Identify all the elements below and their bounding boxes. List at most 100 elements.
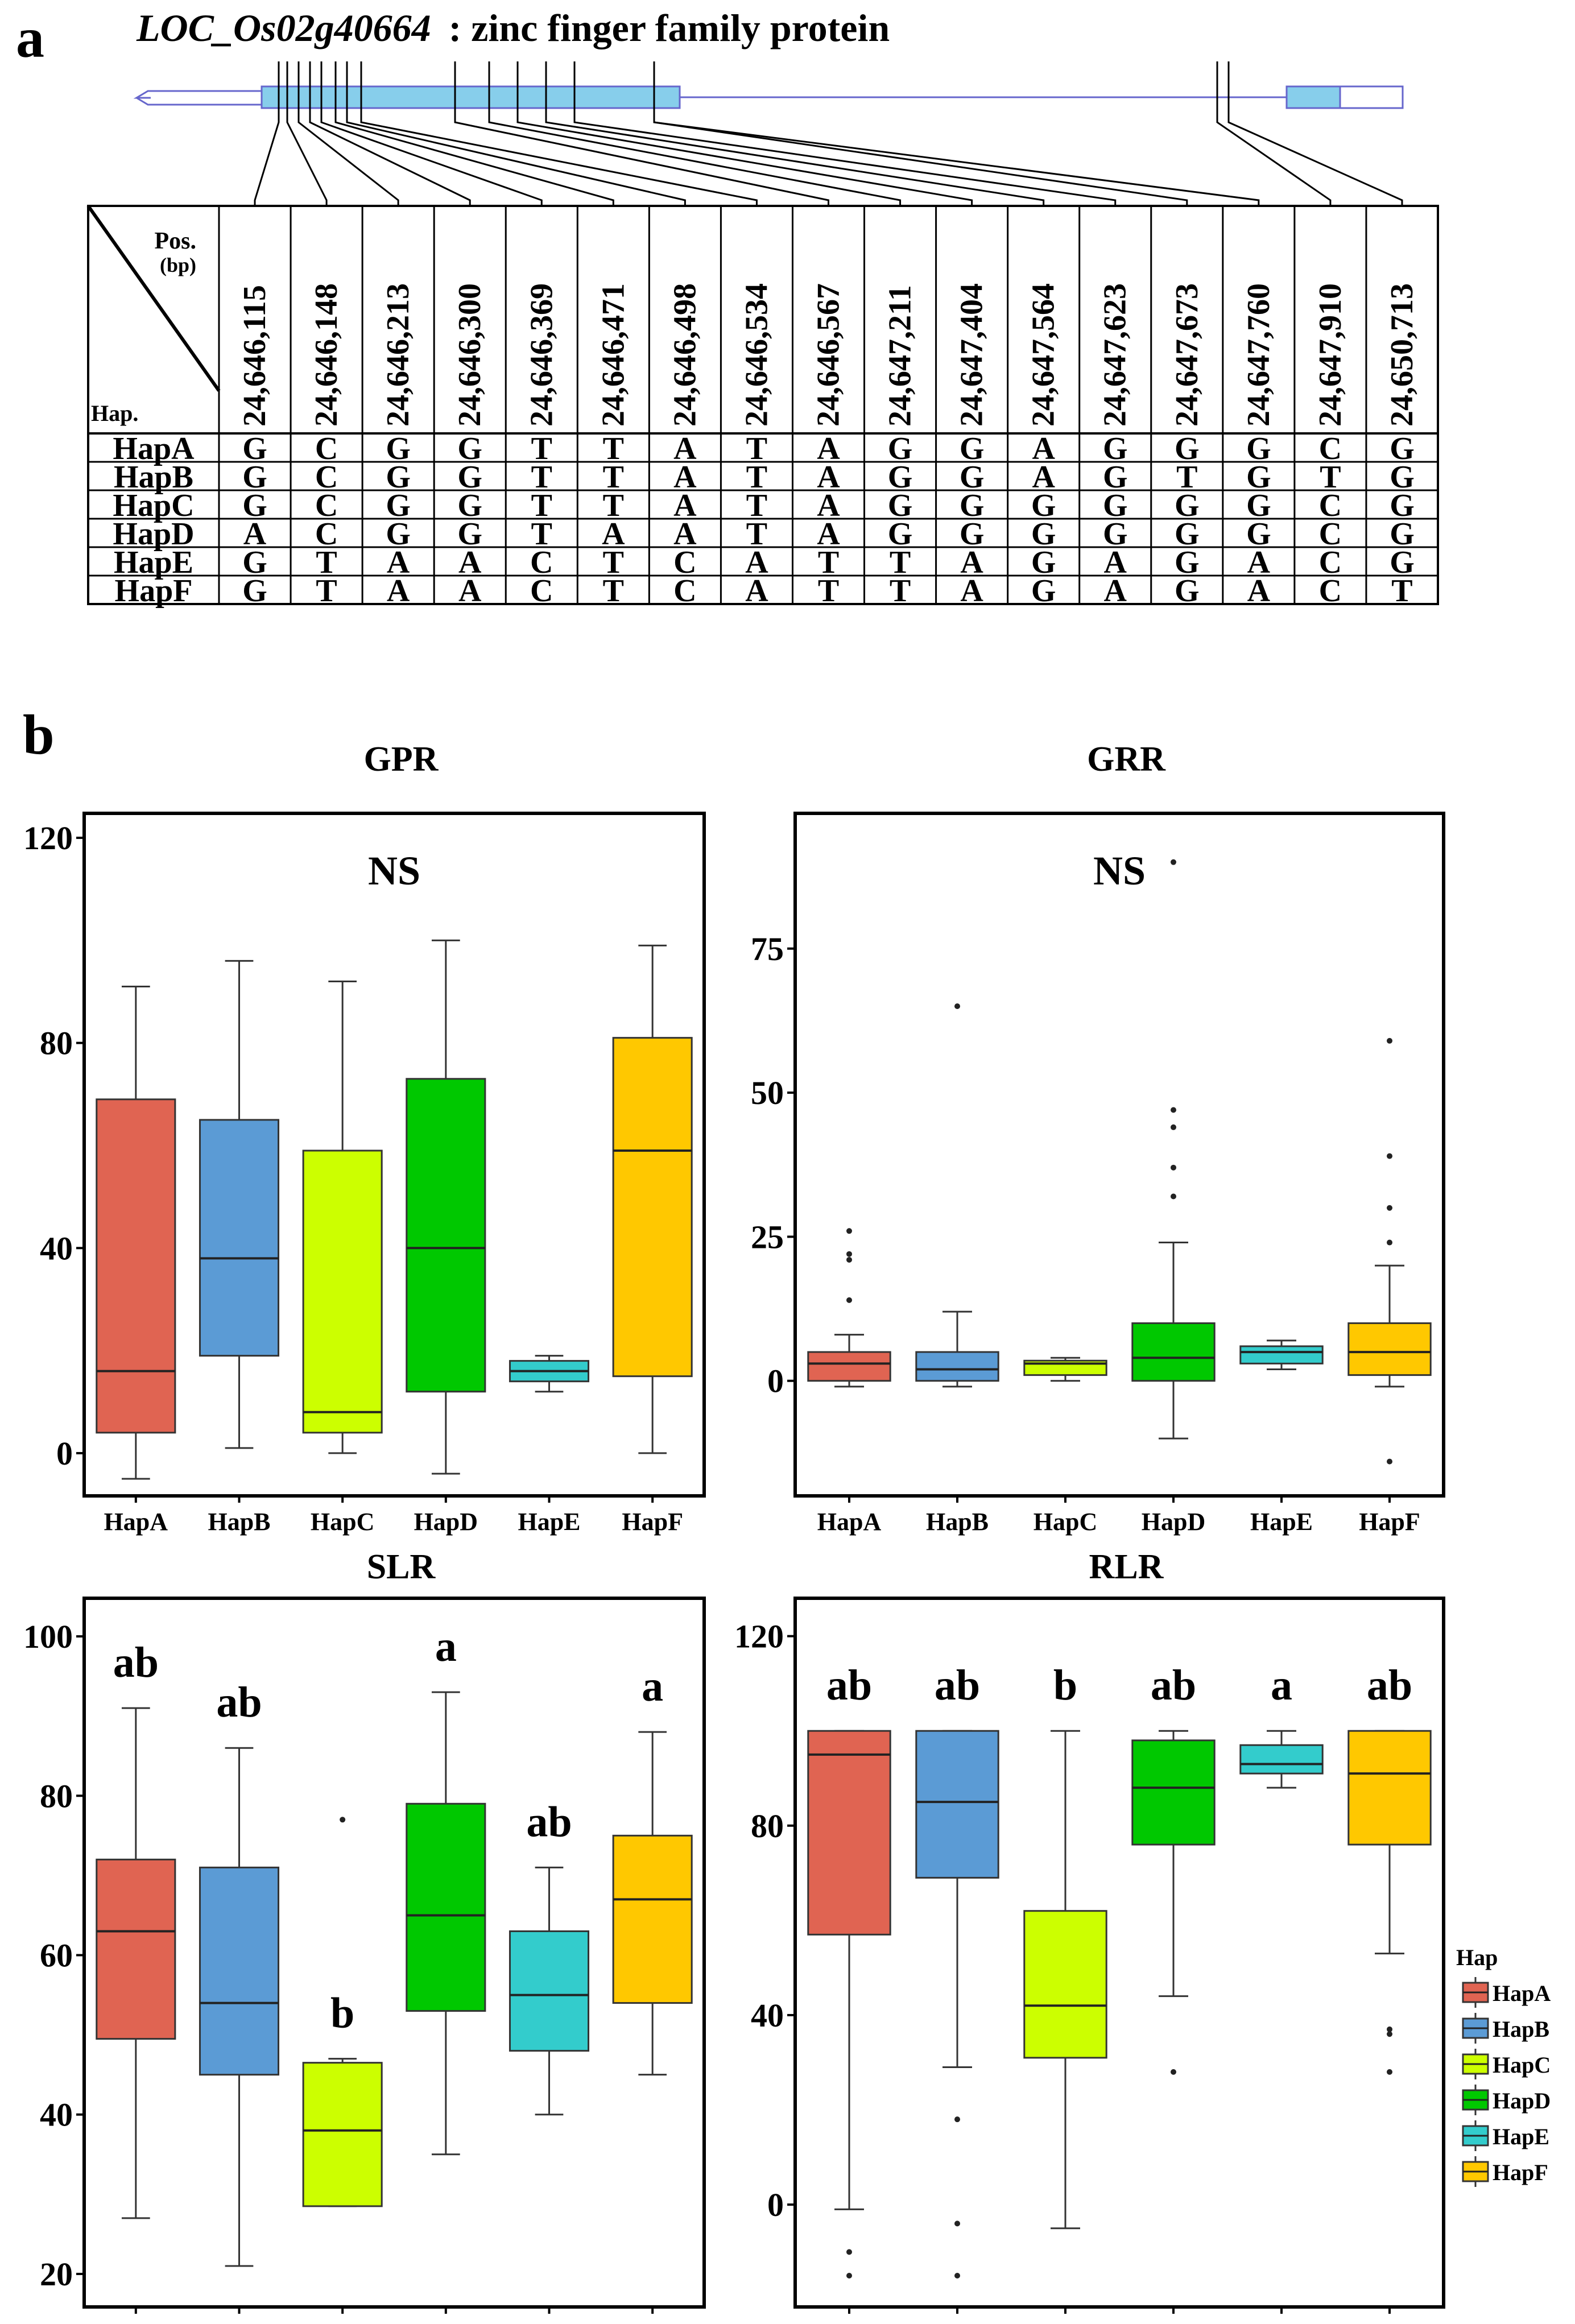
significance-letter: ab bbox=[826, 1661, 872, 1709]
box-hapa bbox=[96, 1098, 176, 1434]
y-tick-label: 0 bbox=[767, 2186, 784, 2223]
significance-letter: a bbox=[435, 1623, 457, 1670]
position-label: 24,647,211 bbox=[883, 285, 918, 427]
snp-connector-line bbox=[516, 61, 973, 206]
allele-cell: G bbox=[457, 431, 482, 466]
significance-annotation: NS bbox=[368, 848, 420, 894]
x-tick-label: HapE bbox=[1250, 1508, 1313, 1536]
snp-connector-line bbox=[360, 61, 758, 206]
allele-cell: A bbox=[1247, 545, 1271, 580]
gene-model bbox=[133, 85, 1404, 109]
outlier-point bbox=[1387, 2069, 1392, 2075]
outlier-point bbox=[1387, 2031, 1392, 2037]
panel-b-label: b bbox=[23, 703, 55, 766]
allele-cell: G bbox=[1103, 488, 1128, 523]
outlier-point bbox=[954, 2220, 960, 2227]
corner-diagonal bbox=[86, 205, 221, 392]
y-tick-label: 80 bbox=[40, 1025, 73, 1062]
allele-cell: G bbox=[386, 516, 411, 552]
allele-cell: G bbox=[1175, 545, 1200, 580]
legend: Hap HapA HapB HapC HapD HapE HapF bbox=[1456, 1945, 1551, 2187]
outlier-point bbox=[1387, 1239, 1392, 1246]
position-label: 24,646,534 bbox=[739, 283, 774, 427]
position-label: 24,646,115 bbox=[237, 285, 272, 427]
significance-annotation: NS bbox=[1093, 848, 1146, 894]
allele-cell: T bbox=[603, 460, 624, 495]
snp-connector-line bbox=[254, 61, 280, 206]
outlier-point bbox=[1171, 859, 1176, 865]
allele-cell: G bbox=[457, 460, 482, 495]
plot-frame bbox=[793, 1597, 1445, 2309]
plot-frame bbox=[82, 812, 706, 1498]
plot-frame bbox=[793, 812, 1445, 1498]
outlier-point bbox=[954, 1003, 960, 1010]
outlier-point bbox=[846, 1251, 852, 1257]
box-hapa bbox=[807, 1351, 891, 1382]
snp-connector-line bbox=[334, 61, 614, 206]
allele-cell: G bbox=[1175, 573, 1200, 609]
allele-cell: A bbox=[243, 516, 267, 552]
significance-letter: a bbox=[1271, 1661, 1292, 1709]
allele-cell: T bbox=[316, 545, 337, 580]
haplotype-name: HapA bbox=[113, 431, 195, 466]
position-label: 24,646,369 bbox=[524, 283, 559, 427]
allele-cell: G bbox=[960, 460, 985, 495]
outlier-point bbox=[1171, 2069, 1176, 2075]
allele-cell: C bbox=[1319, 431, 1342, 466]
allele-cell: G bbox=[1031, 545, 1056, 580]
x-tick-label: HapC bbox=[1034, 2319, 1097, 2324]
x-tick-label: HapD bbox=[1142, 1508, 1205, 1536]
allele-cell: C bbox=[315, 516, 338, 552]
allele-cell: T bbox=[1391, 573, 1412, 609]
outlier-point bbox=[340, 1817, 346, 1823]
allele-cell: T bbox=[531, 516, 552, 552]
haplotype-table: Pos. (bp) Hap. 24,646,115 24,646,148 24,64… bbox=[86, 205, 1439, 609]
chart-grr: GRR 0 25 50 75 NS HapA HapB HapC HapD HapE HapF bbox=[751, 740, 1445, 1536]
chart-title: GPR bbox=[364, 740, 439, 779]
allele-cell: G bbox=[242, 545, 267, 580]
outlier-point bbox=[846, 2249, 852, 2255]
allele-cell: T bbox=[890, 573, 911, 609]
allele-cell: C bbox=[1319, 545, 1342, 580]
corner-hap-label: Hap. bbox=[91, 400, 138, 426]
snp-connector-line bbox=[545, 61, 1045, 206]
snp-connector-line bbox=[653, 61, 1260, 206]
allele-cell: G bbox=[1175, 516, 1200, 552]
box-hapa bbox=[96, 1858, 176, 2040]
outlier-point bbox=[954, 2116, 960, 2123]
outlier-point bbox=[1171, 1124, 1176, 1130]
gene-description: : zinc finger family protein bbox=[449, 6, 890, 49]
gene-id: LOC_Os02g40664 bbox=[136, 6, 431, 49]
gene-title: LOC_Os02g40664 : zinc finger family prot… bbox=[136, 6, 890, 49]
allele-cell: C bbox=[1319, 573, 1342, 609]
box-hapb bbox=[915, 1351, 999, 1382]
allele-cell: G bbox=[888, 431, 913, 466]
position-label: 24,646,471 bbox=[596, 283, 631, 427]
x-tick-label: HapF bbox=[1359, 2319, 1420, 2324]
x-tick-label: HapA bbox=[104, 2319, 168, 2324]
allele-cell: T bbox=[746, 516, 767, 552]
x-tick-label: HapF bbox=[622, 1508, 683, 1536]
snp-connector-line bbox=[488, 61, 902, 206]
x-tick-label: HapD bbox=[414, 1508, 478, 1536]
y-tick-label: 40 bbox=[40, 1230, 73, 1267]
x-tick-label: HapC bbox=[311, 1508, 374, 1536]
allele-cell: G bbox=[1390, 516, 1415, 552]
y-tick-label: 50 bbox=[751, 1074, 784, 1111]
allele-cell: T bbox=[1320, 460, 1341, 495]
allele-cell: T bbox=[531, 488, 552, 523]
allele-cell: G bbox=[1175, 431, 1200, 466]
allele-cell: A bbox=[1247, 573, 1271, 609]
allele-cell: G bbox=[1390, 488, 1415, 523]
allele-cell: G bbox=[888, 516, 913, 552]
significance-letter: ab bbox=[935, 1661, 980, 1709]
allele-cell: G bbox=[386, 488, 411, 523]
chart-title: RLR bbox=[1089, 1548, 1164, 1586]
allele-cell: T bbox=[746, 431, 767, 466]
position-label: 24,647,910 bbox=[1313, 283, 1348, 427]
x-tick-label: HapE bbox=[1250, 2319, 1313, 2324]
snp-connector-line bbox=[297, 61, 399, 206]
outlier-point bbox=[1387, 2026, 1392, 2032]
allele-cell: C bbox=[530, 573, 553, 609]
panel-a-label: a bbox=[16, 6, 44, 69]
